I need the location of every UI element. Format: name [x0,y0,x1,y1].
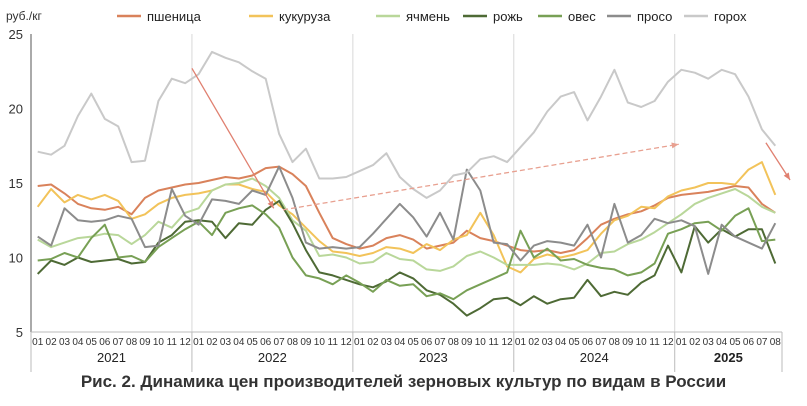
series-line-пшеница [37,165,776,254]
x-tick-month: 08 [287,337,299,348]
x-tick-month: 02 [528,337,540,348]
year-label-2023: 2023 [419,350,448,365]
x-tick-month: 07 [113,337,125,348]
x-tick-month: 10 [475,337,487,348]
year-label-2024: 2024 [580,350,609,365]
x-tick-month: 03 [381,337,393,348]
x-tick-month: 05 [86,337,98,348]
x-tick-month: 02 [689,337,701,348]
x-tick-month: 05 [569,337,581,348]
legend-label-овес: овес [568,9,596,24]
x-tick-month: 05 [730,337,742,348]
trend-arrow-1 [191,67,275,209]
x-tick-month: 12 [662,337,674,348]
figure-caption: Рис. 2. Динамика цен производителей зерн… [80,372,727,391]
x-tick-month: 09 [461,337,473,348]
x-tick-month: 02 [367,337,379,348]
x-tick-month: 04 [72,337,84,348]
series-group [36,50,777,317]
x-tick-month: 12 [502,337,514,348]
y-axis: 5 10 15 20 25 [9,27,32,340]
x-tick-month: 06 [99,337,111,348]
x-tick-month: 03 [59,337,71,348]
y-tick-5: 5 [16,325,23,340]
series-line-ячмень [37,177,776,272]
x-tick-month: 06 [743,337,755,348]
y-tick-20: 20 [9,102,23,117]
x-tick-month: 12 [180,337,192,348]
trend-arrow-3 [765,142,791,181]
x-tick-month: 05 [408,337,420,348]
x-tick-month: 02 [206,337,218,348]
trend-arrow-head-2 [671,142,679,149]
x-tick-month: 11 [328,337,339,348]
x-tick-month: 06 [260,337,272,348]
series-line-просо [37,165,777,275]
series-line-овес [37,204,776,301]
x-tick-month: 01 [515,337,527,348]
legend-label-просо: просо [637,9,672,24]
x-tick-month: 08 [448,337,460,348]
x-tick-month: 07 [756,337,768,348]
x-tick-month: 09 [300,337,312,348]
legend-label-рожь: рожь [493,9,523,24]
y-tick-25: 25 [9,27,23,42]
year-label-2025: 2025 [714,350,743,365]
year-label-2021: 2021 [97,350,126,365]
x-tick-month: 08 [126,337,138,348]
x-tick-month: 10 [636,337,648,348]
legend: пшеница кукуруза ячмень рожь овес просо горох [117,9,747,24]
x-tick-month: 09 [622,337,634,348]
x-tick-month: 03 [542,337,554,348]
trend-arrow-2 [283,143,679,211]
x-tick-month: 03 [220,337,232,348]
x-tick-month: 07 [595,337,607,348]
legend-label-кукуруза: кукуруза [279,9,331,24]
x-tick-month: 03 [703,337,715,348]
x-tick-month: 06 [582,337,594,348]
x-tick-month: 04 [716,337,728,348]
x-tick-month: 12 [341,337,353,348]
trend-arrows [191,67,791,211]
series-line-горох [37,50,777,199]
x-tick-month: 01 [32,337,44,348]
x-tick-month: 06 [421,337,433,348]
x-tick-month: 02 [46,337,58,348]
legend-label-ячмень: ячмень [406,9,450,24]
series-line-кукуруза [36,161,777,274]
x-tick-month: 08 [770,337,782,348]
x-tick-month: 01 [676,337,688,348]
y-axis-label: руб./кг [6,9,42,23]
series-line-рожь [36,199,777,317]
x-tick-month: 07 [434,337,446,348]
x-tick-month: 11 [167,337,178,348]
x-tick-month: 04 [233,337,245,348]
x-tick-month: 04 [555,337,567,348]
trend-arrow-head-3 [783,172,791,181]
x-tick-month: 04 [394,337,406,348]
x-tick-month: 11 [649,337,660,348]
x-tick-month: 05 [247,337,259,348]
x-tick-month: 11 [488,337,499,348]
x-tick-month: 01 [193,337,205,348]
x-tick-month: 10 [153,337,165,348]
x-tick-month: 08 [609,337,621,348]
trend-arrow-head-1 [267,200,274,209]
y-tick-15: 15 [9,176,23,191]
legend-label-пшеница: пшеница [147,9,202,24]
x-tick-month: 09 [139,337,151,348]
legend-label-горох: горох [714,9,747,24]
x-tick-month: 10 [314,337,326,348]
year-label-2022: 2022 [258,350,287,365]
y-tick-10: 10 [9,251,23,266]
x-tick-month: 07 [274,337,286,348]
x-tick-month: 01 [354,337,366,348]
